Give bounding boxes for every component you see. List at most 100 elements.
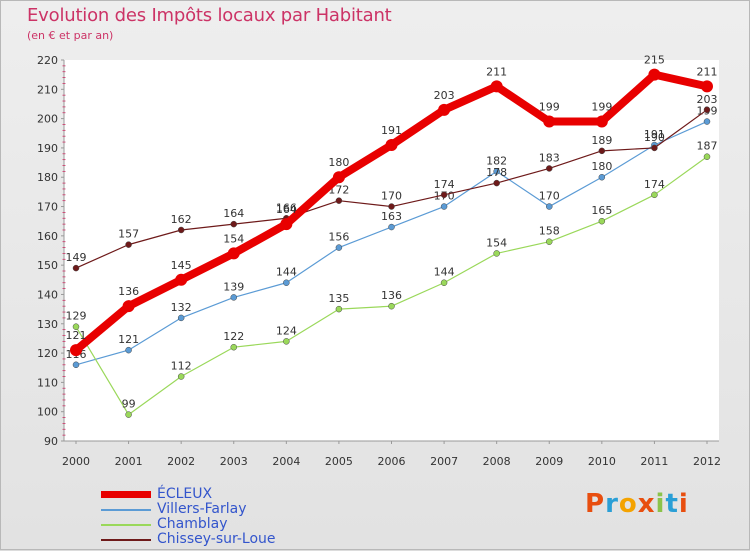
data-label: 156 [328, 231, 349, 244]
x-tick-label: 2012 [693, 455, 721, 468]
y-tick-label: 180 [37, 171, 58, 184]
data-point [175, 273, 188, 286]
y-tick-label: 150 [37, 259, 58, 272]
chart-subtitle: (en € et par an) [27, 29, 114, 42]
data-label: 121 [66, 329, 87, 342]
data-point [493, 250, 500, 257]
y-tick-label: 90 [44, 435, 58, 448]
data-label: 199 [591, 101, 612, 114]
data-point [335, 244, 343, 251]
data-label: 136 [381, 289, 402, 302]
y-tick-label: 160 [37, 230, 58, 243]
data-label: 144 [276, 266, 297, 279]
data-point [70, 344, 82, 357]
x-tick-label: 2001 [115, 455, 143, 468]
data-point [546, 238, 553, 245]
data-label: 136 [118, 285, 139, 298]
y-tick-label: 110 [37, 376, 58, 389]
data-point [230, 343, 237, 351]
data-point [177, 314, 185, 322]
data-point [388, 203, 395, 210]
data-point [651, 191, 658, 199]
data-point [493, 168, 500, 175]
data-label: 121 [118, 333, 139, 346]
data-point [72, 323, 80, 330]
data-label: 144 [434, 266, 455, 279]
y-tick-label: 220 [37, 54, 58, 67]
data-label: 199 [539, 101, 560, 114]
logo-letter: r [605, 489, 619, 519]
data-label: 187 [697, 140, 718, 153]
data-point [227, 247, 240, 260]
x-tick-label: 2002 [167, 455, 195, 468]
data-label: 203 [434, 89, 455, 102]
logo-letter: P [585, 489, 606, 519]
data-label: 164 [223, 207, 244, 220]
data-point [703, 153, 711, 160]
data-label: 174 [434, 178, 455, 191]
data-point [280, 218, 293, 231]
logo-letter: x [637, 489, 656, 519]
x-tick-label: 2003 [220, 455, 248, 468]
x-tick-label: 2004 [272, 455, 300, 468]
data-label: 183 [539, 151, 560, 164]
data-label: 165 [591, 204, 612, 217]
data-label: 149 [66, 251, 87, 264]
data-point [177, 373, 185, 380]
data-label: 191 [381, 124, 402, 137]
x-tick-label: 2005 [325, 455, 353, 468]
plot-area [64, 60, 719, 441]
data-point [440, 203, 448, 210]
data-point [598, 217, 606, 225]
x-tick-label: 2011 [640, 455, 668, 468]
logo-letter: t [665, 489, 679, 519]
data-label: 170 [539, 190, 560, 203]
data-label: 163 [381, 210, 402, 223]
legend-label: Chissey-sur-Loue [157, 531, 276, 547]
data-label: 157 [118, 228, 139, 241]
data-point [335, 197, 343, 204]
data-point [335, 305, 343, 313]
legend-item: ÉCLEUX [101, 487, 276, 502]
data-label: 145 [171, 259, 192, 272]
data-point [598, 173, 606, 181]
data-label: 99 [122, 398, 136, 411]
legend-label: Chamblay [157, 516, 228, 532]
data-label: 129 [66, 310, 87, 323]
data-label: 211 [697, 65, 718, 78]
x-tick-label: 2008 [483, 455, 511, 468]
data-label: 154 [223, 232, 244, 245]
data-point [701, 80, 713, 93]
data-point [125, 346, 132, 354]
proxiti-logo: Proxiti [585, 489, 689, 519]
data-point [72, 264, 80, 272]
data-label: 203 [697, 93, 718, 106]
legend-swatch [101, 508, 151, 511]
data-label: 170 [381, 190, 402, 203]
data-point [648, 68, 661, 81]
data-label: 124 [276, 324, 297, 337]
data-label: 162 [171, 213, 192, 226]
y-tick-label: 130 [37, 318, 58, 331]
y-tick-label: 140 [37, 288, 58, 301]
data-point [438, 103, 451, 116]
data-point [595, 115, 608, 128]
data-label: 190 [644, 131, 665, 144]
data-point [493, 179, 500, 187]
data-point [385, 138, 398, 151]
data-point [283, 338, 290, 345]
data-point [388, 302, 395, 310]
y-tick-label: 200 [37, 113, 58, 126]
legend-swatch [101, 538, 151, 541]
logo-letter: i [655, 489, 666, 519]
data-point [543, 115, 556, 128]
data-point [598, 147, 606, 155]
legend-swatch [101, 491, 151, 498]
x-tick-label: 2009 [535, 455, 563, 468]
data-label: 215 [644, 54, 665, 67]
x-tick-label: 2000 [62, 455, 90, 468]
data-label: 154 [486, 236, 507, 249]
data-label: 164 [276, 203, 297, 216]
data-point [177, 226, 185, 234]
